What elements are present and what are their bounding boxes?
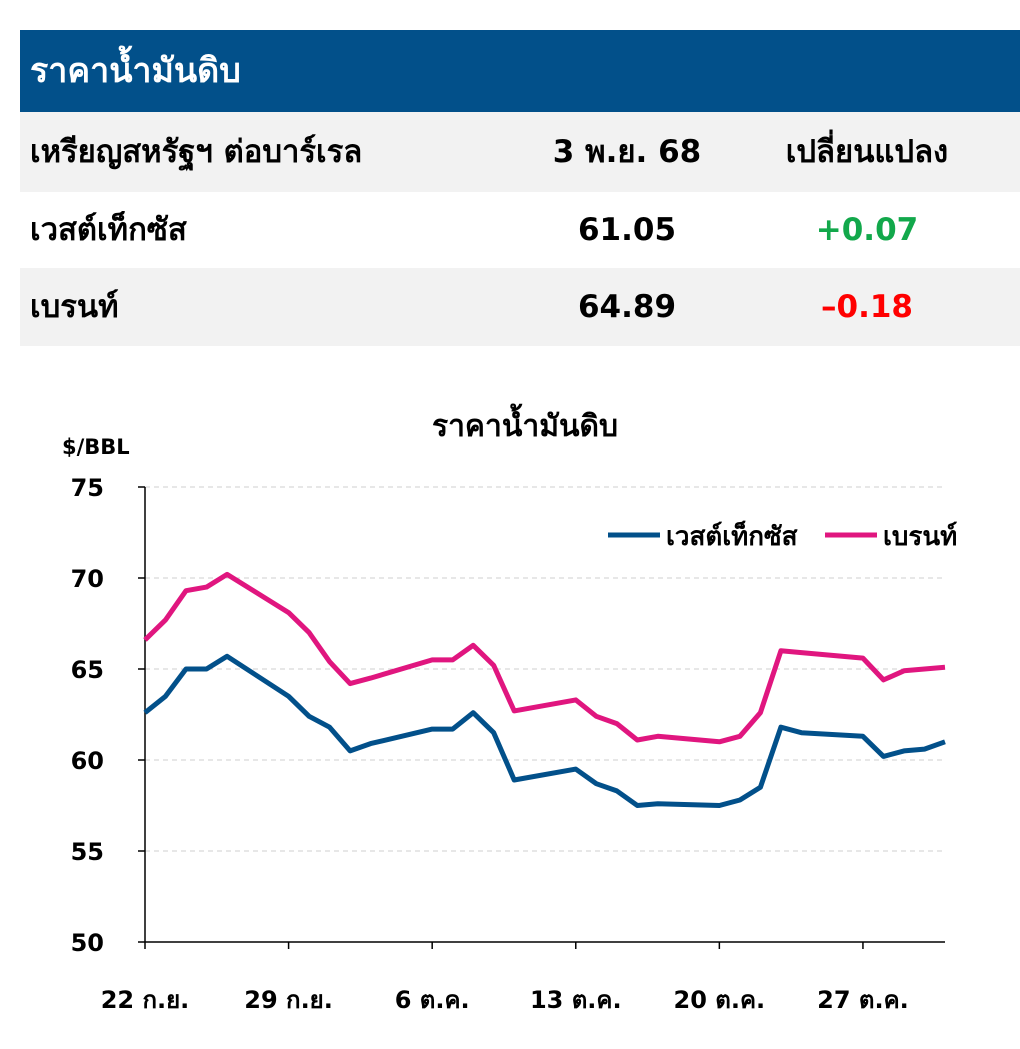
row-change: +0.07 — [815, 212, 919, 248]
x-tick-label: 13 ต.ค. — [530, 986, 622, 1014]
y-tick-label: 50 — [71, 929, 104, 957]
unit-header: เหรียญสหรัฐฯ ต่อบาร์เรล — [30, 134, 363, 170]
series-line-wti — [143, 653, 946, 808]
y-tick-label: 55 — [71, 838, 104, 866]
y-tick-label: 65 — [71, 656, 104, 684]
x-tick-label: 27 ต.ค. — [817, 986, 909, 1014]
y-tick-label: 60 — [71, 747, 104, 775]
y-axis-label: $/BBL — [62, 435, 130, 459]
series-line-brent — [143, 571, 946, 745]
row-price: 61.05 — [577, 212, 677, 248]
legend-label: เวสต์เท็กซัส — [666, 520, 798, 552]
table-header-row: เหรียญสหรัฐฯ ต่อบาร์เรล 3 พ.ย. 68 เปลี่ย… — [20, 112, 1020, 192]
chart-title: ราคาน้ำมันดิบ — [432, 403, 618, 444]
legend-label: เบรนท์ — [883, 521, 957, 552]
table-row-wti: เวสต์เท็กซัส 61.05 +0.07 — [20, 192, 1020, 268]
row-change: –0.18 — [821, 289, 913, 325]
x-tick-label: 29 ก.ย. — [244, 986, 333, 1014]
table-row-brent: เบรนท์ 64.89 –0.18 — [20, 268, 1020, 346]
y-tick-label: 75 — [71, 474, 104, 502]
y-tick-label: 70 — [71, 565, 104, 593]
table-title: ราคาน้ำมันดิบ — [20, 30, 1020, 112]
row-price: 64.89 — [577, 289, 677, 325]
x-tick-label: 22 ก.ย. — [101, 986, 190, 1014]
row-name: เบรนท์ — [30, 289, 119, 325]
date-header: 3 พ.ย. 68 — [552, 134, 702, 170]
x-tick-label: 6 ต.ค. — [395, 986, 470, 1014]
row-name: เวสต์เท็กซัส — [30, 212, 187, 248]
x-tick-label: 20 ต.ค. — [674, 986, 766, 1014]
change-header: เปลี่ยนแปลง — [785, 134, 949, 170]
